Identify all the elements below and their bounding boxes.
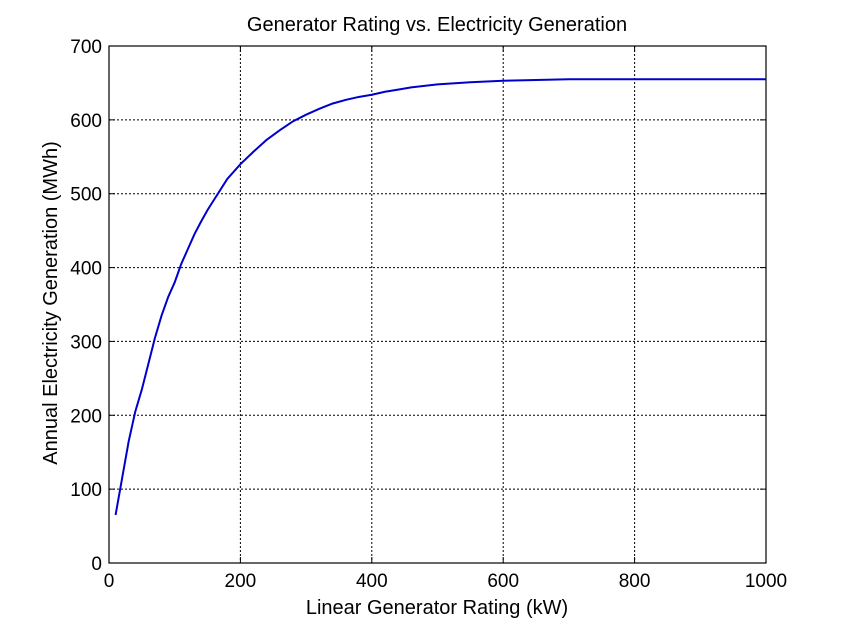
x-tick-label: 400 — [356, 571, 388, 592]
series-line — [114, 78, 766, 516]
y-tick-labels: 0 100 200 300 400 500 600 700 — [70, 37, 102, 575]
y-tick-label: 200 — [70, 406, 102, 427]
y-tick-label: 600 — [70, 111, 102, 132]
y-tick-label: 400 — [70, 259, 102, 280]
y-axis-label: Annual Electricity Generation (MWh) — [40, 141, 62, 464]
y-tick-label: 0 — [91, 554, 102, 575]
y-tick-label: 500 — [70, 185, 102, 206]
x-tick-label: 0 — [104, 571, 115, 592]
y-tick-label: 100 — [70, 480, 102, 501]
x-tick-label: 1000 — [745, 571, 787, 592]
x-tick-label: 600 — [487, 571, 519, 592]
chart-title: Generator Rating vs. Electricity Generat… — [247, 14, 627, 36]
x-tick-labels: 0 200 400 600 800 1000 — [104, 571, 787, 592]
axis-ticks — [108, 45, 767, 564]
grid — [109, 46, 766, 563]
plot-frame — [108, 45, 767, 564]
x-tick-label: 800 — [619, 571, 651, 592]
y-tick-label: 700 — [70, 37, 102, 58]
x-axis-label: Linear Generator Rating (kW) — [306, 597, 568, 619]
y-tick-label: 300 — [70, 332, 102, 353]
x-tick-label: 200 — [225, 571, 257, 592]
